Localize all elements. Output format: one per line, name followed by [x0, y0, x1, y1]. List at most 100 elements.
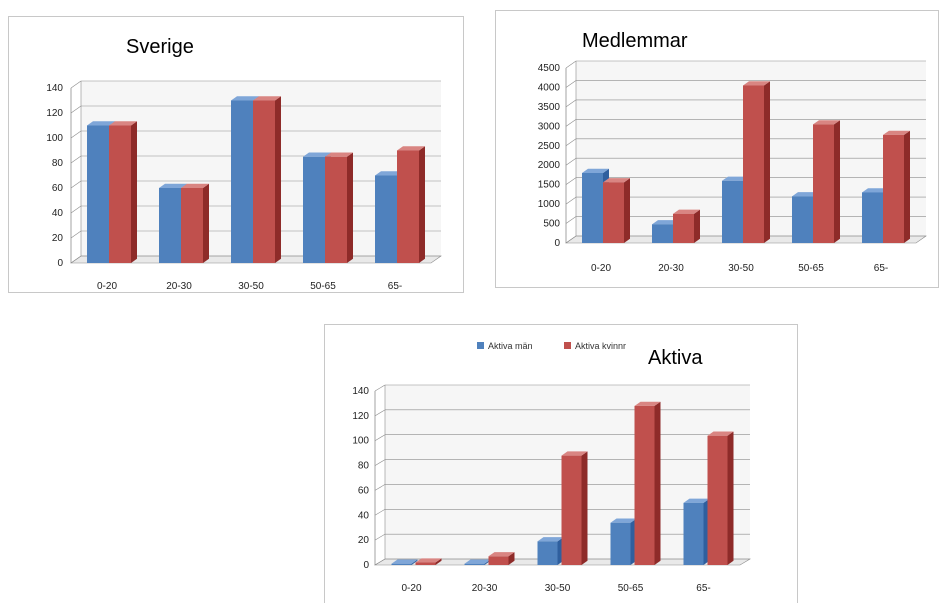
gridline-depth [374, 459, 386, 466]
x-tick-label: 0-20 [401, 583, 421, 594]
bar [683, 502, 704, 565]
bar-top [464, 559, 491, 564]
bar-top [652, 220, 679, 225]
gridline-depth [565, 216, 577, 224]
x-tick-label: 20-30 [472, 583, 498, 594]
gridline-depth [374, 409, 386, 417]
gridline-depth [374, 434, 386, 441]
bar [231, 100, 253, 263]
y-tick-label: 1000 [538, 199, 561, 210]
gridline-depth [565, 80, 577, 88]
gridline-depth [565, 119, 577, 127]
y-tick-label: 100 [352, 436, 369, 447]
bar-top [181, 183, 209, 188]
legend-label-kvinn: Aktiva kvinnr [575, 341, 626, 351]
bar-top [231, 96, 259, 101]
bar-top [87, 121, 115, 126]
bar-top [610, 518, 637, 523]
bar [673, 213, 694, 243]
chart-panel-medlemmar: Medlemmar 0 500 1000 1500 2000 2500 3000 3500 40… [495, 10, 939, 288]
y-tick-label: 2500 [538, 141, 561, 152]
gridline-depth [565, 177, 577, 185]
y-tick-label: 140 [352, 386, 369, 397]
gridline-depth [374, 484, 386, 491]
x-tick-label: 65- [388, 281, 402, 292]
x-tick-label: 65- [696, 583, 710, 594]
bar [883, 134, 904, 243]
bar [488, 556, 509, 565]
bar [303, 156, 325, 263]
bar-top [862, 188, 889, 193]
bar [109, 125, 131, 263]
bar-side [435, 558, 442, 565]
y-tick-label: 120 [46, 108, 63, 119]
legend-swatch-man [477, 342, 484, 349]
chart-title: Sverige [126, 36, 194, 58]
bar [707, 435, 728, 565]
chart-panel-sverige: Sverige 0 20 40 60 80 100 120 140 0-20 20-30 30-50… [8, 16, 464, 293]
legend-swatch-kvinn [564, 342, 571, 349]
bar [87, 125, 109, 263]
bar-side [508, 552, 515, 565]
bar [561, 455, 582, 565]
bar-top [582, 168, 609, 173]
bar-top [488, 552, 515, 557]
y-tick-label: 20 [52, 233, 64, 244]
gridline-depth [565, 60, 577, 69]
bar-top [415, 558, 442, 563]
bar-top [683, 498, 710, 503]
bar-side [419, 146, 425, 263]
gridline-depth [565, 138, 577, 147]
bar-top [813, 120, 840, 125]
chart-title: Medlemmar [582, 30, 688, 52]
gridline-depth [70, 155, 82, 164]
bar-side [581, 451, 588, 565]
bar-top [883, 130, 910, 135]
bar [610, 522, 631, 565]
bar [159, 188, 181, 263]
y-tick-label: 500 [543, 219, 560, 230]
chart-title: Aktiva [648, 347, 703, 369]
x-tick-label: 30-50 [728, 263, 754, 274]
gridline-depth [565, 196, 577, 205]
y-tick-label: 0 [57, 258, 63, 269]
bar-side [203, 183, 209, 263]
gridline-depth [374, 533, 386, 541]
bar-side [347, 152, 353, 263]
bar-side [624, 178, 630, 243]
bar-top [537, 537, 564, 542]
gridline-depth [70, 80, 82, 89]
bar-side [834, 120, 840, 243]
y-tick-label: 0 [554, 238, 560, 249]
gridline-depth [374, 509, 386, 516]
gridline-depth [374, 384, 386, 392]
x-tick-label: 50-65 [310, 281, 336, 292]
bar-top [634, 401, 661, 406]
bar-top [375, 171, 403, 176]
bar [743, 85, 764, 243]
plot-area: 0 20 40 60 80 100 120 140 0-20 20-30 30-50 50-65 65- [46, 80, 442, 292]
bar-side [727, 431, 734, 565]
bar-top [673, 209, 700, 214]
x-tick-label: 30-50 [545, 583, 571, 594]
bar-top [109, 121, 137, 126]
plot-area: 0 20 40 60 80 100 120 140 0-20 20-30 30-50 50-65 65- [352, 384, 752, 594]
bar-top [722, 176, 749, 181]
bar-top [159, 183, 187, 188]
y-tick-label: 4000 [538, 82, 561, 93]
bar [722, 180, 743, 243]
chart-medlemmar: Medlemmar 0 500 1000 1500 2000 2500 3000 3500 40… [538, 30, 927, 274]
x-tick-label: 0-20 [591, 263, 611, 274]
gridline-depth [565, 235, 577, 244]
y-tick-label: 2000 [538, 160, 561, 171]
y-tick-label: 0 [363, 560, 369, 571]
gridline-depth [70, 130, 82, 139]
bar [375, 175, 397, 263]
bar [652, 224, 673, 243]
bar [253, 100, 275, 263]
x-tick-label: 0-20 [97, 281, 117, 292]
bar-top [325, 152, 353, 157]
bar [603, 182, 624, 243]
y-tick-label: 3000 [538, 121, 561, 132]
bar-side [275, 96, 281, 263]
